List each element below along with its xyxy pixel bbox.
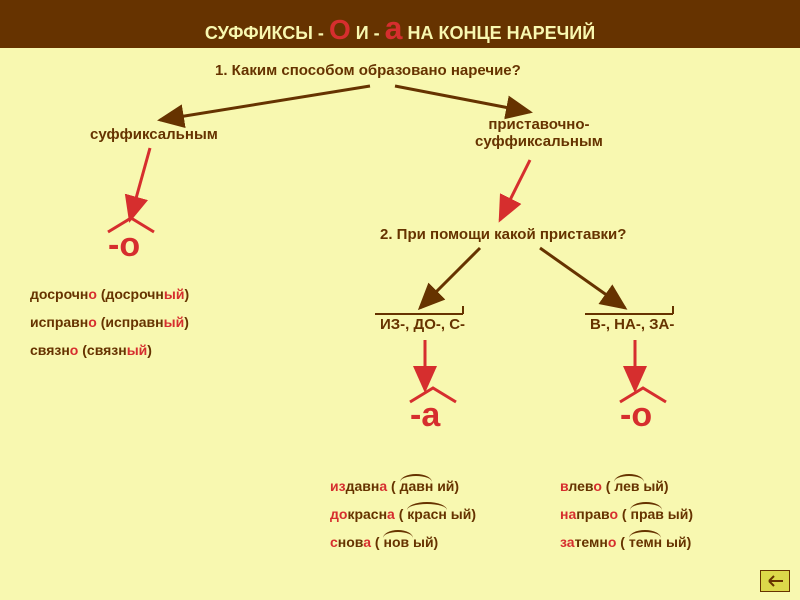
suffix-o-left: -о	[108, 226, 140, 265]
example-row: направо ( прав ый)	[560, 506, 693, 522]
header-mid: И -	[351, 23, 385, 43]
prefixes-v-na-za: В-, НА-, ЗА-	[590, 316, 674, 333]
diagram-area: 1. Каким способом образовано наречие? су…	[0, 48, 800, 600]
suffix-o-right: -о	[620, 396, 652, 435]
arrow-left-icon	[766, 574, 784, 588]
prefixes-iz-do-s: ИЗ-, ДО-, С-	[380, 316, 465, 333]
example-row: снова ( нов ый)	[330, 534, 438, 550]
example-row: влево ( лев ый)	[560, 478, 669, 494]
example-row: издавна ( давн ий)	[330, 478, 459, 494]
question-1: 1. Каким способом образовано наречие?	[215, 62, 521, 79]
method-prefix-suffixal: приставочно- суффиксальным	[475, 116, 603, 150]
method-ps-line1: приставочно-	[475, 116, 603, 133]
suffix-a: -а	[410, 396, 440, 435]
example-suffixal-row: исправно (исправный)	[30, 314, 189, 330]
header-a: а	[385, 10, 403, 46]
example-suffixal-row: досрочно (досрочный)	[30, 286, 189, 302]
prefix-hat-left	[375, 304, 475, 316]
header-o: О	[329, 14, 351, 45]
question-2: 2. При помощи какой приставки?	[380, 226, 626, 243]
method-suffixal: суффиксальным	[90, 126, 218, 143]
example-row: затемно ( темн ый)	[560, 534, 691, 550]
header-suffix: НА КОНЦЕ НАРЕЧИЙ	[402, 23, 595, 43]
header-bar: СУФФИКСЫ - О И - а НА КОНЦЕ НАРЕЧИЙ	[0, 0, 800, 48]
example-row: докрасна ( красн ый)	[330, 506, 476, 522]
prefix-hat-right	[585, 304, 685, 316]
method-ps-line2: суффиксальным	[475, 133, 603, 150]
nav-back-button[interactable]	[760, 570, 790, 592]
example-suffixal-row: связно (связный)	[30, 342, 152, 358]
header-prefix: СУФФИКСЫ -	[205, 23, 329, 43]
